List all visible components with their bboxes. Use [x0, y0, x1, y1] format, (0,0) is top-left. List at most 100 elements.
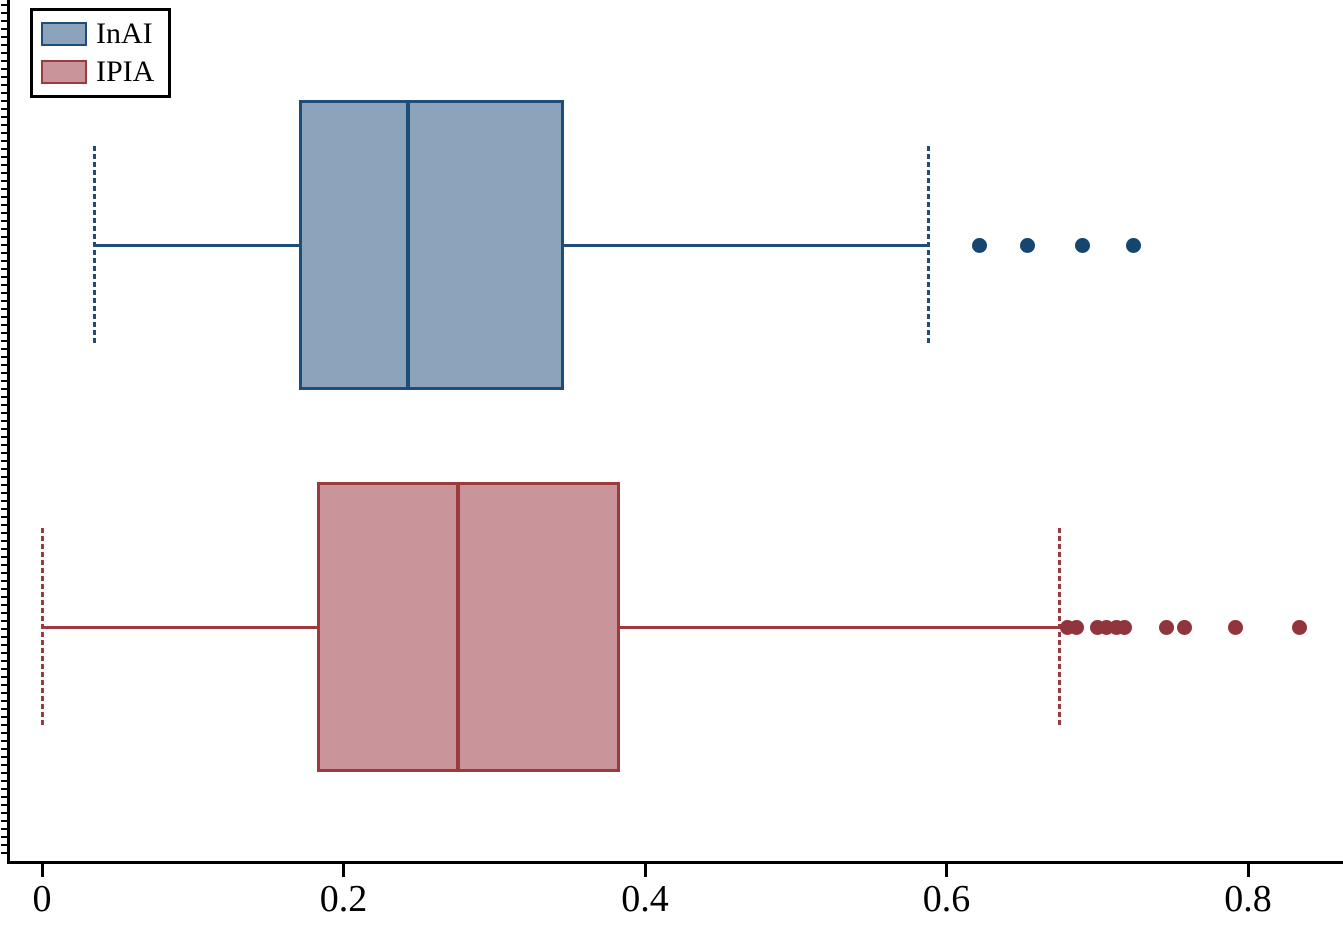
y-minor-tick [1, 20, 7, 22]
y-minor-tick [1, 276, 7, 278]
y-minor-tick [1, 164, 7, 166]
outlier-dot-ipia [1116, 619, 1132, 635]
y-minor-tick [1, 124, 7, 126]
y-minor-tick [1, 596, 7, 598]
y-minor-tick [1, 316, 7, 318]
y-minor-tick [1, 92, 7, 94]
y-minor-tick [1, 700, 7, 702]
outlier-dot-ipia [1291, 619, 1307, 635]
y-minor-tick [1, 636, 7, 638]
x-axis-tick [40, 864, 44, 877]
y-minor-tick [1, 428, 7, 430]
x-axis-tick [342, 864, 345, 877]
legend: InAI IPIA [30, 8, 172, 98]
y-minor-tick [1, 796, 7, 798]
y-minor-tick [1, 52, 7, 54]
y-minor-tick [1, 484, 7, 486]
y-minor-tick [1, 260, 7, 262]
outlier-dot-ipia [1159, 619, 1175, 635]
y-minor-tick [1, 292, 7, 294]
outlier-dot-ipia [1228, 619, 1244, 635]
outlier-dot-ipia [1177, 619, 1193, 635]
y-minor-tick [1, 516, 7, 518]
y-minor-tick [1, 404, 7, 406]
y-minor-tick [1, 492, 7, 494]
x-axis-line [7, 861, 1343, 864]
y-minor-tick [1, 28, 7, 30]
y-minor-tick [1, 412, 7, 414]
y-minor-tick [1, 564, 7, 566]
y-minor-tick [1, 708, 7, 710]
y-minor-tick [1, 524, 7, 526]
legend-swatch-inai [41, 22, 87, 46]
y-minor-tick [1, 460, 7, 462]
y-minor-tick [1, 148, 7, 150]
x-axis-tick-label: 0.8 [1224, 878, 1272, 920]
y-minor-tick [1, 756, 7, 758]
y-minor-tick [1, 788, 7, 790]
y-axis-line [7, 0, 10, 864]
y-minor-tick [1, 388, 7, 390]
y-minor-tick [1, 692, 7, 694]
y-minor-tick [1, 172, 7, 174]
y-minor-tick [1, 396, 7, 398]
y-minor-tick [1, 212, 7, 214]
y-minor-tick [1, 740, 7, 742]
y-minor-tick [1, 572, 7, 574]
y-minor-tick [1, 444, 7, 446]
outlier-dot-inai [1074, 237, 1090, 253]
whisker-line-right-inai [562, 243, 929, 247]
outlier-dot-inai [1020, 237, 1036, 253]
y-minor-tick [1, 188, 7, 190]
y-minor-tick [1, 332, 7, 334]
whisker-line-left-ipia [42, 625, 320, 629]
whisker-line-left-inai [94, 243, 302, 247]
x-axis-tick-label: 0 [32, 878, 52, 920]
x-axis-tick-label: 0.4 [621, 878, 669, 920]
legend-label-ipia: IPIA [96, 55, 155, 88]
median-line-inai [406, 100, 411, 390]
x-axis-tick-label: 0.2 [319, 878, 368, 920]
y-minor-tick [1, 804, 7, 806]
legend-label-inai: InAI [96, 17, 153, 50]
y-minor-tick [1, 836, 7, 838]
y-minor-tick [1, 60, 7, 62]
y-minor-tick [1, 12, 7, 14]
y-minor-tick [1, 220, 7, 222]
whisker-line-right-ipia [617, 625, 1060, 629]
y-minor-tick [1, 36, 7, 38]
y-minor-tick [1, 820, 7, 822]
y-minor-tick [1, 852, 7, 854]
y-minor-tick [1, 676, 7, 678]
y-minor-tick [1, 628, 7, 630]
y-minor-tick [1, 732, 7, 734]
y-minor-tick [1, 140, 7, 142]
y-minor-tick [1, 108, 7, 110]
y-minor-tick [1, 652, 7, 654]
box-ipia [317, 482, 620, 772]
y-minor-tick [1, 660, 7, 662]
y-minor-tick [1, 228, 7, 230]
y-minor-tick [1, 620, 7, 622]
y-minor-tick [1, 196, 7, 198]
outlier-dot-ipia [1068, 619, 1084, 635]
y-minor-tick [1, 76, 7, 78]
y-minor-tick [1, 356, 7, 358]
y-minor-tick [1, 340, 7, 342]
y-minor-tick [1, 532, 7, 534]
y-minor-tick [1, 604, 7, 606]
y-minor-tick [1, 156, 7, 158]
y-minor-tick [1, 420, 7, 422]
y-minor-tick [1, 764, 7, 766]
y-minor-tick [1, 84, 7, 86]
y-minor-tick [1, 668, 7, 670]
y-minor-tick [1, 268, 7, 270]
x-axis-tick [1246, 864, 1250, 877]
whisker-cap-low-ipia [40, 528, 44, 726]
y-minor-tick [1, 588, 7, 590]
y-minor-tick [1, 644, 7, 646]
y-minor-tick [1, 324, 7, 326]
y-minor-tick [1, 828, 7, 830]
y-minor-tick [1, 772, 7, 774]
